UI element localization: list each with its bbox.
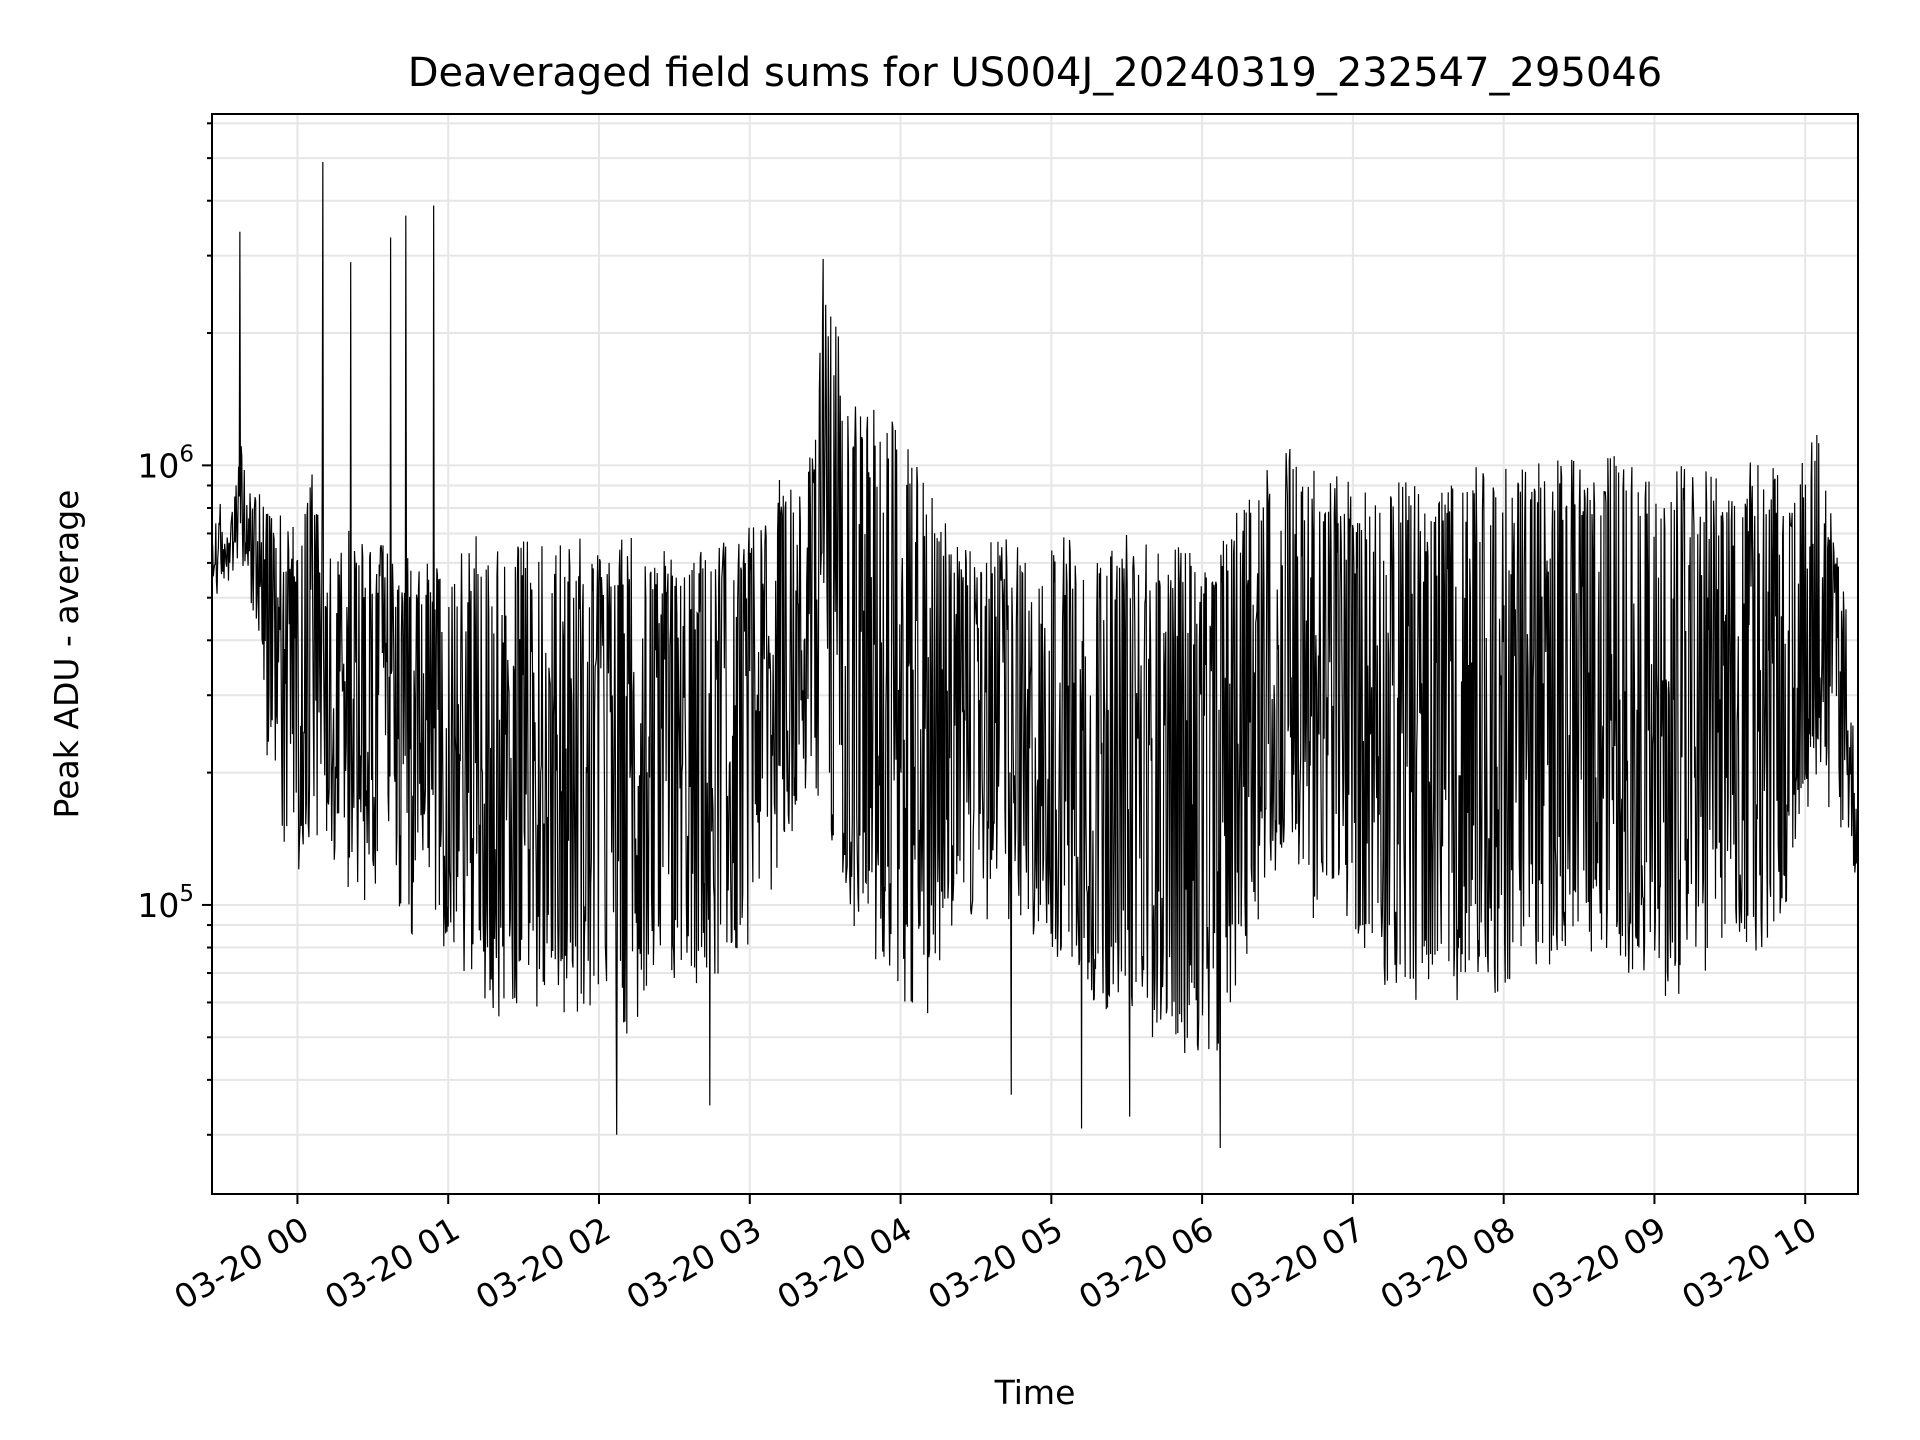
- y-tick-label: 105: [137, 881, 194, 925]
- x-tick-label: 03-20 10: [1675, 1209, 1823, 1317]
- x-axis-ticks: 03-20 00 03-20 01 03-20 02 03-20 03 03-20 04…: [167, 1194, 1823, 1317]
- chart-title: Deaveraged field sums for US004J_2024031…: [408, 50, 1663, 96]
- x-tick-label: 03-20 04: [771, 1209, 919, 1317]
- y-tick-label-exponent: 6: [179, 441, 194, 467]
- y-tick-label: 106: [137, 441, 194, 485]
- y-tick-label-exponent: 5: [179, 881, 194, 907]
- plot-frame: [211, 113, 1859, 1195]
- y-tick-label-base: 10: [137, 886, 179, 925]
- x-tick-label: 03-20 05: [921, 1209, 1069, 1317]
- x-tick-label: 03-20 02: [469, 1209, 617, 1317]
- series-line: [211, 161, 1859, 1148]
- x-tick-label: 03-20 07: [1223, 1209, 1371, 1317]
- x-tick-label: 03-20 09: [1524, 1209, 1672, 1317]
- x-tick-label: 03-20 03: [620, 1209, 768, 1317]
- x-tick-label: 03-20 06: [1072, 1209, 1220, 1317]
- y-axis-label: Peak ADU - average: [47, 490, 86, 819]
- x-axis-label: Time: [994, 1373, 1076, 1412]
- x-tick-label: 03-20 01: [318, 1209, 466, 1317]
- series-layer: [211, 161, 1859, 1148]
- y-tick-label-base: 10: [137, 446, 179, 485]
- x-tick-label: 03-20 08: [1374, 1209, 1522, 1317]
- x-tick-label: 03-20 00: [167, 1209, 315, 1317]
